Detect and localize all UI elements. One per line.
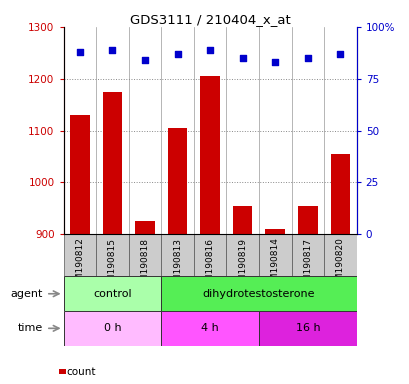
- Bar: [63, 276, 161, 311]
- Bar: [167, 128, 187, 234]
- Bar: [161, 276, 356, 311]
- Point: [336, 51, 343, 57]
- Bar: [135, 221, 154, 234]
- Bar: [161, 234, 193, 276]
- Point: [76, 49, 83, 55]
- Point: [239, 55, 245, 61]
- Text: control: control: [93, 289, 131, 299]
- Bar: [102, 92, 122, 234]
- Text: GSM190817: GSM190817: [303, 238, 312, 293]
- Text: GSM190814: GSM190814: [270, 238, 279, 293]
- Bar: [63, 234, 96, 276]
- Text: 0 h: 0 h: [103, 323, 121, 333]
- Point: [174, 51, 180, 57]
- Point: [142, 57, 148, 63]
- Bar: [324, 234, 356, 276]
- Bar: [63, 311, 161, 346]
- Bar: [226, 234, 258, 276]
- Bar: [193, 234, 226, 276]
- Text: dihydrotestosterone: dihydrotestosterone: [202, 289, 315, 299]
- Bar: [128, 234, 161, 276]
- Title: GDS3111 / 210404_x_at: GDS3111 / 210404_x_at: [129, 13, 290, 26]
- Text: GSM190816: GSM190816: [205, 238, 214, 293]
- Text: count: count: [66, 367, 96, 377]
- Text: GSM190818: GSM190818: [140, 238, 149, 293]
- Bar: [330, 154, 349, 234]
- Text: GSM190820: GSM190820: [335, 238, 344, 293]
- Bar: [265, 229, 284, 234]
- Text: agent: agent: [11, 289, 43, 299]
- Bar: [258, 311, 356, 346]
- Bar: [232, 206, 252, 234]
- Text: 16 h: 16 h: [295, 323, 319, 333]
- Bar: [297, 206, 317, 234]
- Bar: [258, 234, 291, 276]
- Text: GSM190815: GSM190815: [108, 238, 117, 293]
- Bar: [96, 234, 128, 276]
- Text: GSM190819: GSM190819: [238, 238, 247, 293]
- Point: [304, 55, 310, 61]
- Text: 4 h: 4 h: [201, 323, 218, 333]
- Text: time: time: [18, 323, 43, 333]
- Point: [109, 46, 115, 53]
- Bar: [200, 76, 219, 234]
- Bar: [161, 311, 258, 346]
- Text: GSM190813: GSM190813: [173, 238, 182, 293]
- Bar: [70, 115, 90, 234]
- Point: [271, 59, 278, 65]
- Point: [206, 46, 213, 53]
- Bar: [291, 234, 324, 276]
- Text: GSM190812: GSM190812: [75, 238, 84, 293]
